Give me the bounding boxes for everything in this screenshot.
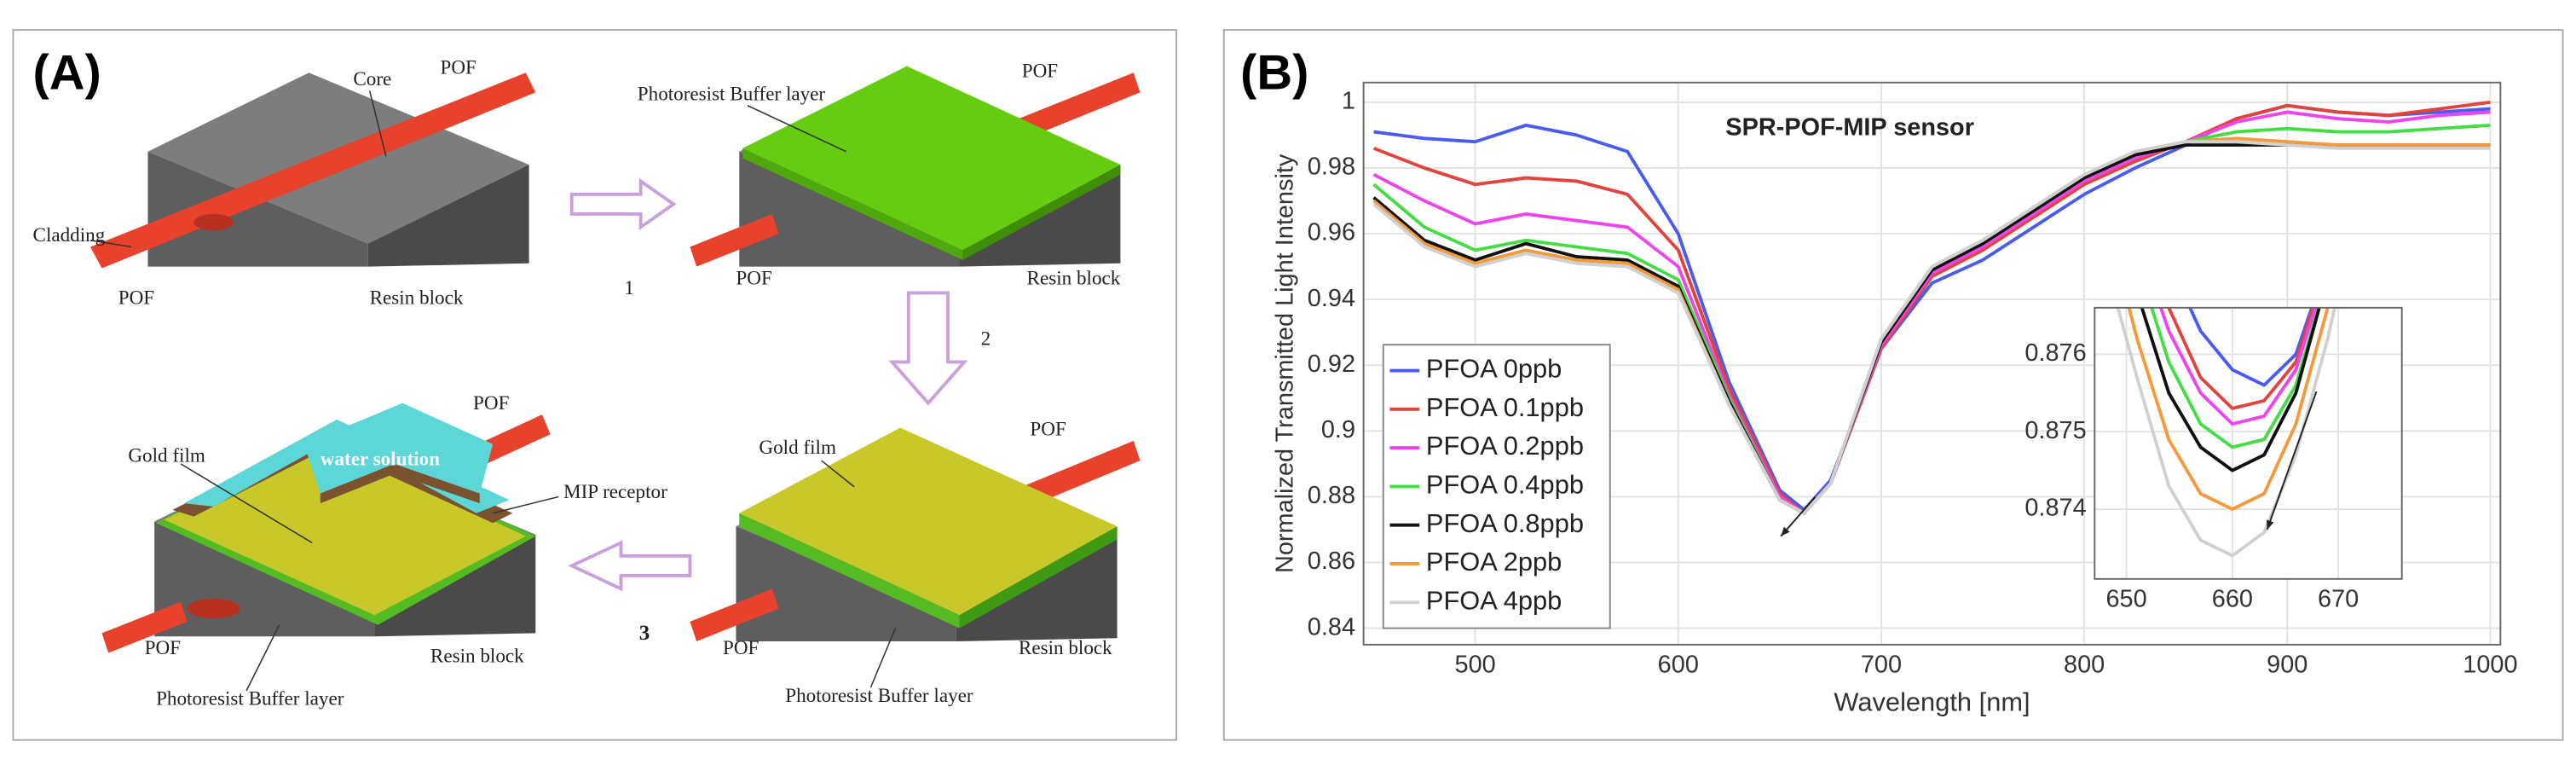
series-line — [2127, 307, 2330, 511]
x-tick-label: 660 — [2212, 586, 2253, 613]
y-tick-label: 0.96 — [1308, 219, 1355, 246]
series-line — [2167, 307, 2315, 410]
y-tick-label: 0.875 — [2024, 417, 2086, 444]
x-tick-label: 800 — [2064, 652, 2105, 679]
legend-label: PFOA 0ppb — [1426, 354, 1562, 384]
annotation-arrowhead — [2267, 519, 2274, 530]
y-tick-label: 0.98 — [1308, 154, 1355, 181]
chart-layer: 0.84 0.86 0.88 0.9 0.92 0.94 0.96 0.98 1 500 600 70… — [1272, 81, 2518, 716]
series-group — [1372, 100, 2491, 515]
series-line — [1372, 100, 2491, 515]
series-line — [2116, 307, 2336, 558]
series-line — [1372, 140, 2491, 515]
y-tick-label: 0.92 — [1308, 351, 1355, 378]
annotation-arrowhead — [1781, 526, 1790, 536]
x-tick-label: 500 — [1455, 652, 1496, 679]
stage-1-drawing — [90, 72, 536, 269]
stage-2-drawing — [690, 66, 1141, 267]
legend-label: PFOA 0.1ppb — [1426, 392, 1584, 422]
chart-title: SPR-POF-MIP sensor — [1725, 113, 1974, 141]
diagram-label: Resin block — [1019, 637, 1112, 659]
series-line — [2158, 307, 2318, 426]
diagram-label: MIP receptor — [563, 481, 667, 503]
panel-label: (A) — [33, 45, 101, 100]
diagram-label: POF — [736, 267, 772, 289]
x-axis-label: Wavelength [nm] — [1834, 687, 2030, 716]
diagram-label: POF — [723, 637, 760, 659]
y-tick-label: 0.84 — [1308, 613, 1355, 640]
diagram-label: Resin block — [370, 287, 464, 309]
diagram-label: Resin block — [430, 646, 524, 668]
panel-label: (B) — [1240, 45, 1308, 100]
legend-label: PFOA 2ppb — [1426, 547, 1562, 577]
series-group — [2116, 307, 2336, 558]
diagram-label: Photoresist Buffer layer — [785, 685, 973, 707]
x-tick-label: 600 — [1658, 652, 1699, 679]
diagram-label: Resin block — [1027, 267, 1121, 289]
process-arrow — [568, 540, 692, 592]
stage-3-drawing — [690, 427, 1141, 642]
series-line — [2188, 307, 2314, 387]
y-tick-label: 0.9 — [1321, 416, 1355, 443]
x-tick-label: 650 — [2105, 586, 2146, 613]
y-tick-label: 0.86 — [1308, 548, 1355, 575]
leader-lines — [90, 90, 897, 692]
legend-label: PFOA 0.2ppb — [1426, 431, 1584, 461]
diagram-label: Cladding — [33, 224, 106, 246]
diagram-label: POF — [473, 392, 510, 414]
diagram-label: Photoresist Buffer layer — [156, 688, 344, 710]
stage-4-drawing — [101, 403, 551, 653]
legend-box — [1382, 344, 1611, 629]
series-line — [1372, 110, 2491, 515]
diagram-label: 3 — [639, 622, 650, 645]
diagram-label: POF — [118, 287, 155, 309]
x-tick-label: 700 — [1861, 652, 1902, 679]
y-tick-label: 0.876 — [2024, 339, 2086, 367]
diagram-label: Gold film — [128, 445, 205, 467]
y-tick-label: 0.94 — [1308, 285, 1355, 312]
diagram-label: POF — [1022, 61, 1059, 83]
process-arrow — [888, 291, 968, 406]
legend-label: PFOA 0.4ppb — [1426, 470, 1584, 500]
diagram-label: water solution — [321, 448, 440, 470]
diagram-label: POF — [1030, 419, 1066, 441]
x-tick-label: 1000 — [2463, 652, 2517, 679]
plot-frame — [2094, 306, 2403, 580]
y-tick-label: 1 — [1342, 88, 1355, 115]
plot-frame — [1362, 81, 2502, 646]
legend-label: PFOA 0.8ppb — [1426, 508, 1584, 538]
y-tick-label: 0.88 — [1308, 482, 1355, 509]
x-tick-label: 900 — [2267, 652, 2307, 679]
diagram-label: 1 — [624, 277, 634, 299]
series-line — [2150, 307, 2321, 449]
legend-label: PFOA 4ppb — [1426, 585, 1562, 615]
diagram-label: POF — [441, 57, 477, 79]
x-tick-label: 670 — [2318, 586, 2359, 613]
diagram-label: POF — [145, 637, 182, 659]
y-axis-label: Normalized Transmitted Light Intensity — [1272, 154, 1299, 573]
diagram-label: Gold film — [759, 437, 836, 459]
y-tick-label: 0.874 — [2024, 495, 2086, 522]
annotation-arrow — [2266, 391, 2318, 530]
diagram-label: Photoresist Buffer layer — [638, 83, 826, 105]
series-line — [2140, 307, 2321, 472]
diagram-label: 2 — [981, 328, 991, 351]
diagram-label: Core — [353, 68, 391, 90]
